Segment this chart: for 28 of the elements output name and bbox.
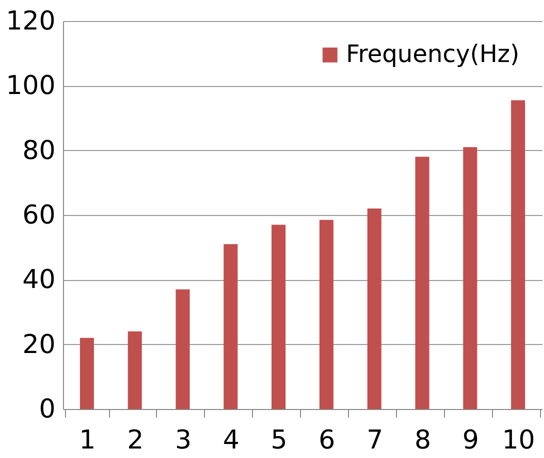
y-tick-label: 20 xyxy=(22,330,56,360)
bar xyxy=(415,156,430,409)
bar xyxy=(463,147,478,409)
x-tick-label: 1 xyxy=(79,426,96,456)
y-tick-label: 0 xyxy=(38,394,56,424)
bar xyxy=(176,289,190,409)
y-tick-label: 40 xyxy=(22,265,56,296)
x-tick-label: 9 xyxy=(462,426,479,456)
y-tick-label: 100 xyxy=(6,71,56,102)
x-tick-label: 3 xyxy=(174,426,192,456)
x-tick-label: 4 xyxy=(222,426,240,456)
y-tick-label: 120 xyxy=(6,6,56,36)
x-tick-label: 6 xyxy=(318,426,336,456)
bar xyxy=(80,338,94,409)
bar xyxy=(224,244,238,409)
y-tick-label: 80 xyxy=(22,136,56,166)
x-tick-label: 2 xyxy=(127,426,144,456)
legend-label: Frequency(Hz) xyxy=(346,40,520,68)
bar xyxy=(319,220,334,409)
bar xyxy=(272,224,286,409)
y-tick-label: 60 xyxy=(22,200,56,230)
bar xyxy=(128,331,142,409)
bar xyxy=(367,208,382,409)
x-tick-label: 7 xyxy=(366,426,384,456)
x-tick-label: 5 xyxy=(270,426,288,456)
bar xyxy=(511,100,526,409)
x-tick-label: 10 xyxy=(502,426,536,456)
x-tick-label: 8 xyxy=(414,426,432,456)
